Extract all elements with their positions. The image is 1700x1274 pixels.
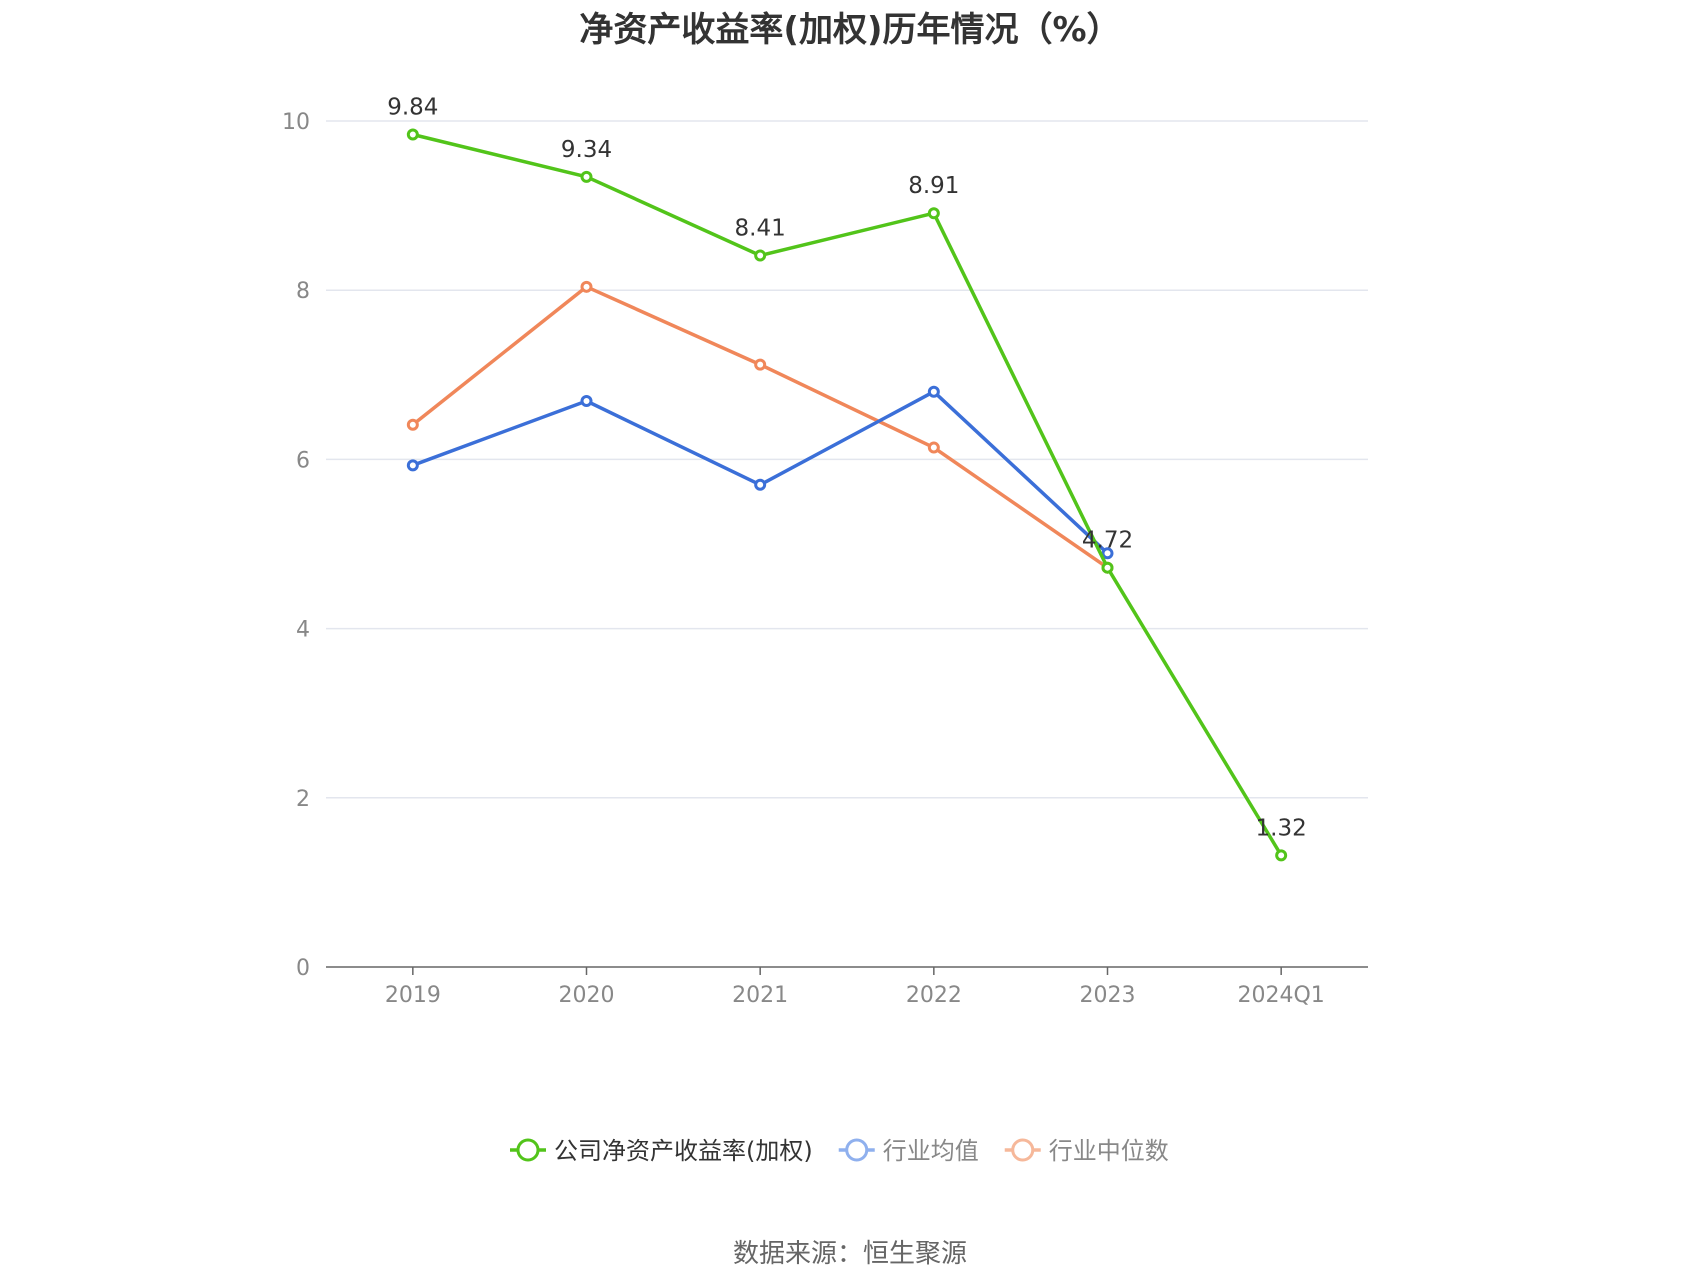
y-tick-label-0: 0 — [296, 956, 310, 981]
series-lines — [406, 128, 1288, 862]
data-point-2-2022 — [927, 441, 940, 454]
source-note: 数据来源：恒生聚源 — [732, 1239, 967, 1269]
y-tick-label-6: 6 — [296, 448, 310, 473]
data-labels: 9.84 9.34 8.41 8.91 4.72 1.32 — [387, 95, 1307, 842]
data-point-1-2022 — [927, 385, 940, 398]
legend[interactable]: 公司净资产收益率(加权) 行业均值 行业中位数 — [510, 1137, 1169, 1165]
legend-label: 公司净资产收益率(加权) — [554, 1137, 813, 1165]
data-label-2020: 9.34 — [561, 137, 612, 163]
data-point-0-2019 — [406, 128, 419, 141]
series-line-1 — [412, 389, 1109, 555]
data-label-2021: 8.41 — [735, 216, 786, 242]
x-tick-label-2023: 2023 — [1080, 983, 1136, 1008]
data-label-2023: 4.72 — [1082, 528, 1133, 554]
data-label-2024Q1: 1.32 — [1256, 815, 1307, 841]
legend-item-1[interactable]: 行业均值 — [838, 1137, 979, 1165]
legend-item-2[interactable]: 行业中位数 — [1004, 1137, 1169, 1165]
data-point-2-2021 — [754, 358, 767, 371]
y-tick-label-10: 10 — [282, 110, 310, 135]
x-tick-label-2021: 2021 — [732, 983, 788, 1008]
data-label-2022: 8.91 — [908, 173, 959, 199]
data-point-1-2021 — [754, 478, 767, 491]
legend-swatch-marker — [516, 1138, 540, 1162]
data-label-2019: 9.84 — [387, 95, 438, 121]
x-tick-label-2022: 2022 — [906, 983, 962, 1008]
legend-item-0[interactable]: 公司净资产收益率(加权) — [510, 1137, 813, 1165]
x-tick-label-2024Q1: 2024Q1 — [1238, 983, 1325, 1008]
legend-swatch-marker — [845, 1138, 869, 1162]
data-point-0-2020 — [580, 170, 593, 183]
chart-title: 净资产收益率(加权)历年情况（%） — [579, 10, 1121, 50]
data-point-0-2021 — [754, 249, 767, 262]
y-tick-label-2: 2 — [296, 787, 310, 812]
legend-swatch-marker — [1011, 1138, 1035, 1162]
data-point-2-2020 — [580, 280, 593, 293]
data-point-0-2023 — [1101, 561, 1114, 574]
x-tick-label-2019: 2019 — [385, 983, 441, 1008]
data-point-1-2019 — [406, 459, 419, 472]
y-tick-label-8: 8 — [296, 279, 310, 304]
y-tick-label-4: 4 — [296, 618, 310, 643]
data-point-0-2024Q1 — [1275, 849, 1288, 862]
data-point-2-2019 — [406, 418, 419, 431]
grid-lines — [326, 120, 1368, 799]
axes: 0 2 4 6 8 10 2019 2020 2021 2022 2023 2024Q1 — [282, 110, 1368, 1008]
series-line-0 — [412, 132, 1283, 857]
data-point-0-2022 — [927, 207, 940, 220]
x-tick-label-2020: 2020 — [559, 983, 615, 1008]
legend-label: 行业均值 — [883, 1137, 979, 1165]
data-point-1-2023 — [1101, 547, 1114, 560]
data-point-1-2020 — [580, 395, 593, 408]
legend-label: 行业中位数 — [1049, 1137, 1169, 1165]
